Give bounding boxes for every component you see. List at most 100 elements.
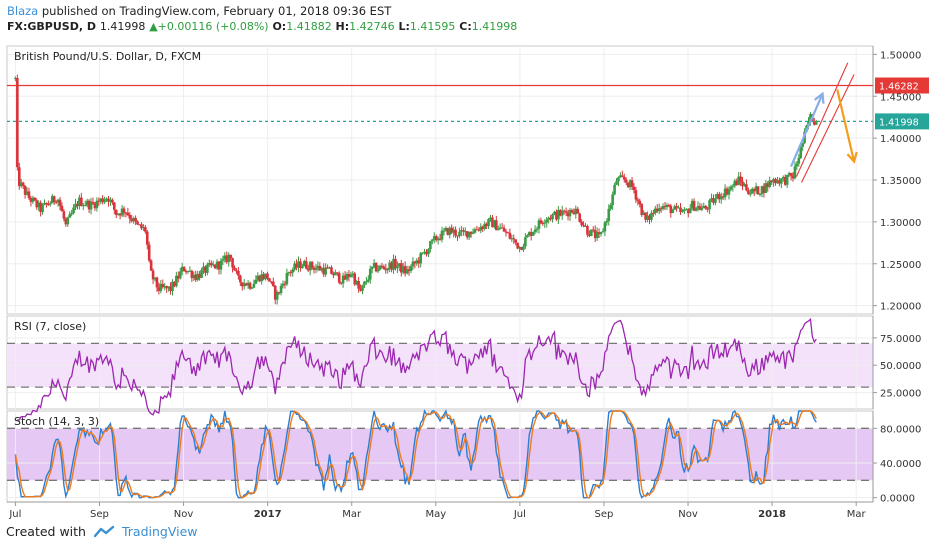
candle (576, 208, 580, 214)
y-tick-label: 1.25000 (880, 260, 921, 271)
rsi-pane-title: RSI (7, close) (14, 320, 86, 333)
high-value: 1.42746 (349, 20, 395, 33)
candle (454, 229, 457, 236)
candle (669, 205, 673, 214)
candle (407, 269, 411, 272)
channel-lower-line (801, 74, 855, 183)
candle (768, 180, 772, 187)
candle (58, 199, 62, 206)
candle (368, 268, 372, 280)
candle (111, 199, 114, 203)
stoch-k-line (14, 409, 817, 500)
candle (624, 179, 628, 183)
candle (667, 205, 671, 207)
candle (85, 200, 89, 206)
chart-svg[interactable]: 1.50000 1.45000 1.40000 1.35000 1.30000 1.250… (0, 38, 932, 520)
candle (708, 200, 711, 210)
candle (295, 263, 298, 268)
candle (460, 230, 463, 232)
y-tick-label: 1.40000 (880, 134, 921, 145)
candle (281, 283, 285, 286)
candle (655, 208, 659, 212)
candle (357, 281, 360, 289)
candle (384, 268, 388, 271)
candle (621, 175, 624, 177)
candle (159, 283, 163, 291)
author-link[interactable]: Blaza (7, 4, 39, 18)
candle (95, 200, 99, 209)
candle (516, 242, 519, 249)
candle (392, 258, 395, 270)
candle (60, 205, 64, 212)
candle (231, 258, 234, 268)
candle (19, 182, 23, 187)
candle (37, 202, 40, 208)
candle (334, 272, 337, 276)
candle (219, 260, 223, 270)
candle (198, 273, 201, 278)
candle (781, 176, 785, 179)
candle (799, 146, 803, 158)
candle (153, 277, 157, 280)
candle (380, 265, 384, 267)
candle (650, 212, 653, 220)
candle (91, 201, 95, 204)
candle (318, 265, 322, 271)
candle (124, 212, 128, 214)
candle (116, 213, 120, 215)
candle (62, 211, 66, 219)
candle (227, 254, 231, 263)
candle (353, 273, 357, 285)
candle (613, 184, 616, 195)
candle (186, 270, 190, 273)
open-label: O: (272, 20, 287, 33)
candle (138, 224, 141, 226)
candle (264, 273, 267, 280)
candle (188, 270, 192, 272)
candle (310, 261, 314, 268)
candle (349, 274, 353, 277)
candle (522, 246, 525, 250)
candle (657, 208, 661, 212)
y-tick-label: 1.30000 (880, 218, 921, 229)
candle (442, 230, 446, 232)
candle (337, 273, 341, 283)
up-arrow-head (813, 91, 825, 104)
candle (250, 287, 254, 289)
candle (223, 255, 227, 260)
candle (783, 176, 787, 185)
candle (714, 198, 717, 203)
candle (514, 239, 517, 243)
candle (496, 228, 500, 231)
candle (489, 217, 492, 219)
price-change: +0.00116 (+0.08%) (157, 20, 269, 33)
x-tick-label: Mar (342, 509, 362, 520)
candle (758, 193, 762, 195)
candle (741, 181, 744, 187)
candle (772, 178, 775, 183)
candle (747, 190, 750, 195)
symbol-quote-line: FX:GBPUSD, D 1.41998 ▲+0.00116 (+0.08%) … (7, 20, 517, 33)
candle (81, 205, 85, 207)
tradingview-logo-icon (93, 525, 115, 537)
candle (762, 186, 766, 193)
candle (175, 275, 178, 287)
candle (120, 208, 124, 216)
candle (795, 163, 799, 167)
candle (491, 217, 494, 228)
candle (725, 188, 729, 195)
candle (229, 254, 232, 259)
candle (87, 200, 91, 210)
candle (394, 258, 397, 269)
candle (254, 279, 258, 284)
candle (721, 196, 725, 198)
candle (558, 210, 562, 216)
candle (176, 275, 180, 279)
candle (29, 198, 33, 202)
candle (78, 197, 81, 207)
candle (293, 263, 296, 270)
tradingview-link[interactable]: TradingView (121, 524, 198, 539)
stoch-tick-label: 40.0000 (880, 459, 921, 470)
candle (149, 260, 153, 271)
candle (423, 251, 426, 253)
